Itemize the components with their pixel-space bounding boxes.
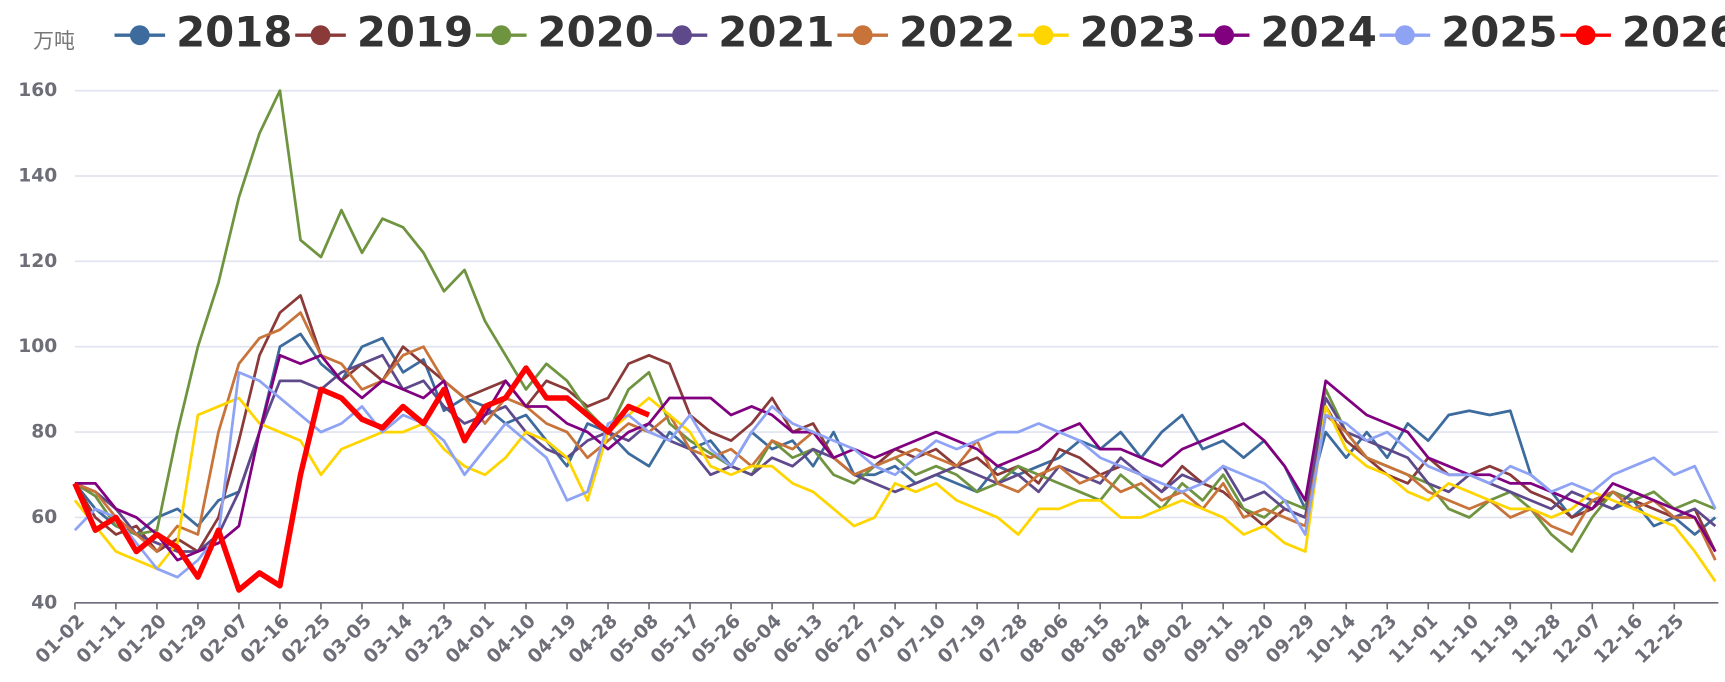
- legend-label: 2018: [176, 8, 292, 57]
- legend-dot: [491, 25, 512, 46]
- legend-dot: [1395, 25, 1415, 46]
- series-line: [74, 353, 1717, 562]
- series-line: [74, 353, 1717, 553]
- legend-label: 2020: [538, 8, 654, 57]
- y-unit: 万吨: [33, 29, 75, 53]
- y-tick-label: 120: [18, 251, 57, 272]
- series-line: [74, 311, 1717, 561]
- legend-item: 2019: [295, 8, 473, 57]
- legend-label: 2022: [899, 8, 1015, 57]
- y-tick-label: 140: [18, 166, 57, 187]
- legend-dot: [310, 25, 331, 46]
- series-line: [72, 365, 651, 593]
- series-line: [73, 294, 1717, 553]
- series-line: [73, 396, 1717, 583]
- y-tick-label: 100: [18, 336, 57, 357]
- legend-item: 2021: [656, 8, 835, 57]
- series-line: [73, 370, 1717, 579]
- legend-dot: [1214, 25, 1235, 46]
- legend-label: 2024: [1260, 8, 1376, 57]
- legend-dot: [129, 25, 150, 46]
- y-tick-label: 160: [18, 80, 57, 101]
- legend-label: 2023: [1080, 8, 1196, 57]
- legend-item: 2018: [114, 8, 292, 57]
- y-tick-label: 80: [31, 422, 57, 443]
- legend-item: 2020: [475, 8, 654, 57]
- legend-item: 2025: [1379, 8, 1558, 57]
- legend-dot: [672, 25, 692, 46]
- legend-label: 2025: [1441, 8, 1557, 57]
- legend-dot: [1575, 25, 1596, 46]
- legend-item: 2023: [1018, 8, 1196, 57]
- legend-label: 2019: [357, 8, 473, 57]
- legend-label: 2021: [718, 8, 834, 57]
- legend-label: 2026: [1622, 8, 1725, 57]
- legend-item: 2022: [837, 8, 1015, 57]
- y-tick-label: 40: [31, 592, 57, 613]
- legend-dot: [1033, 25, 1054, 46]
- series-line: [73, 332, 1717, 536]
- legend-dot: [852, 25, 873, 46]
- legend-item: 2024: [1198, 8, 1377, 57]
- y-tick-label: 60: [31, 507, 57, 528]
- legend-item: 2026: [1560, 8, 1725, 57]
